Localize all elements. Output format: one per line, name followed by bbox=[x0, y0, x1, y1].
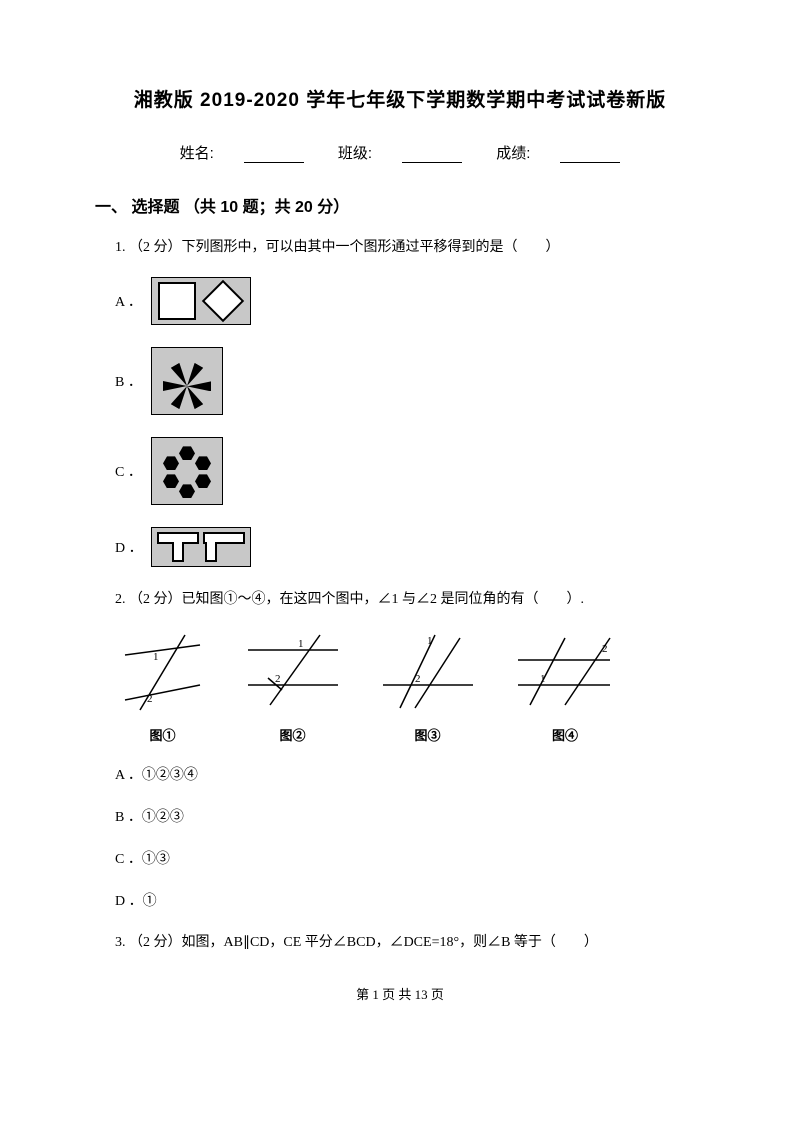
blade bbox=[163, 381, 187, 391]
svg-text:2: 2 bbox=[602, 643, 608, 655]
score-blank bbox=[560, 148, 620, 163]
figure-2: 1 2 图② bbox=[240, 630, 345, 744]
q2-figures-row: 1 2 图① 1 2 图② 1 2 图③ bbox=[115, 630, 705, 744]
q2-option-b: B ．①②③ bbox=[115, 806, 705, 826]
exam-page: 湘教版 2019-2020 学年七年级下学期数学期中考试试卷新版 姓名: 班级:… bbox=[0, 0, 800, 1043]
q1-option-c: C ． bbox=[115, 437, 705, 505]
score-label: 成绩: bbox=[496, 145, 530, 162]
figure-3: 1 2 图③ bbox=[375, 630, 480, 744]
hexagon bbox=[195, 474, 211, 488]
q1-option-a: A ． bbox=[115, 277, 705, 325]
footer-suffix: 页 bbox=[428, 987, 444, 1002]
svg-text:2: 2 bbox=[147, 693, 153, 705]
fig4-label: 图④ bbox=[510, 725, 620, 744]
name-blank bbox=[244, 148, 304, 163]
page-footer: 第 1 页 共 13 页 bbox=[95, 984, 705, 1003]
hexagon bbox=[195, 456, 211, 470]
fig2-svg: 1 2 bbox=[240, 630, 345, 715]
hexagon bbox=[179, 446, 195, 460]
svg-text:1: 1 bbox=[540, 673, 546, 685]
q2-option-c: C ．①③ bbox=[115, 848, 705, 868]
t-shape bbox=[157, 532, 199, 562]
t-shape-mirror bbox=[203, 532, 245, 562]
diamond-shape bbox=[202, 280, 244, 322]
svg-text:1: 1 bbox=[153, 651, 159, 663]
fig3-label: 图③ bbox=[375, 725, 480, 744]
option-label-c: C ． bbox=[115, 461, 143, 481]
hexagon bbox=[163, 474, 179, 488]
footer-mid: 页 共 bbox=[379, 987, 415, 1002]
section-1-header: 一、 选择题 （共 10 题；共 20 分） bbox=[95, 193, 705, 217]
footer-total: 13 bbox=[415, 987, 428, 1002]
figure-4: 1 2 图④ bbox=[510, 630, 620, 744]
option-label-a: A ． bbox=[115, 291, 143, 311]
fig2-label: 图② bbox=[240, 725, 345, 744]
svg-text:2: 2 bbox=[415, 673, 421, 685]
footer-prefix: 第 bbox=[356, 987, 372, 1002]
option-label-b: B ． bbox=[115, 371, 143, 391]
q1-option-d: D ． bbox=[115, 527, 705, 567]
square-shape bbox=[158, 282, 196, 320]
question-2-text: 2. （2 分）已知图①～④，在这四个图中，∠1 与∠2 是同位角的有（ ）. bbox=[115, 589, 705, 611]
q1-opt-d-figure bbox=[151, 527, 251, 567]
blade bbox=[187, 381, 211, 391]
q1-opt-b-figure bbox=[151, 347, 223, 415]
figure-1: 1 2 图① bbox=[115, 630, 210, 744]
svg-text:1: 1 bbox=[298, 638, 304, 650]
option-label-d: D ． bbox=[115, 537, 143, 557]
question-3-text: 3. （2 分）如图，AB∥CD，CE 平分∠BCD，∠DCE=18°，则∠B … bbox=[115, 932, 705, 954]
page-title: 湘教版 2019-2020 学年七年级下学期数学期中考试试卷新版 bbox=[95, 85, 705, 112]
hexagon bbox=[163, 456, 179, 470]
q2-option-a: A ．①②③④ bbox=[115, 764, 705, 784]
student-info-row: 姓名: 班级: 成绩: bbox=[95, 142, 705, 163]
q2-option-d: D ．① bbox=[115, 890, 705, 910]
question-1-text: 1. （2 分）下列图形中，可以由其中一个图形通过平移得到的是（ ） bbox=[115, 237, 705, 259]
fig1-svg: 1 2 bbox=[115, 630, 210, 715]
svg-text:1: 1 bbox=[427, 635, 433, 647]
q1-opt-a-figure bbox=[151, 277, 251, 325]
fig3-svg: 1 2 bbox=[375, 630, 480, 715]
fig1-label: 图① bbox=[115, 725, 210, 744]
svg-text:2: 2 bbox=[275, 673, 281, 685]
fig4-svg: 1 2 bbox=[510, 630, 620, 715]
class-label: 班级: bbox=[338, 145, 372, 162]
name-label: 姓名: bbox=[180, 145, 214, 162]
class-blank bbox=[402, 148, 462, 163]
q1-option-b: B ． bbox=[115, 347, 705, 415]
q1-opt-c-figure bbox=[151, 437, 223, 505]
hexagon bbox=[179, 484, 195, 498]
